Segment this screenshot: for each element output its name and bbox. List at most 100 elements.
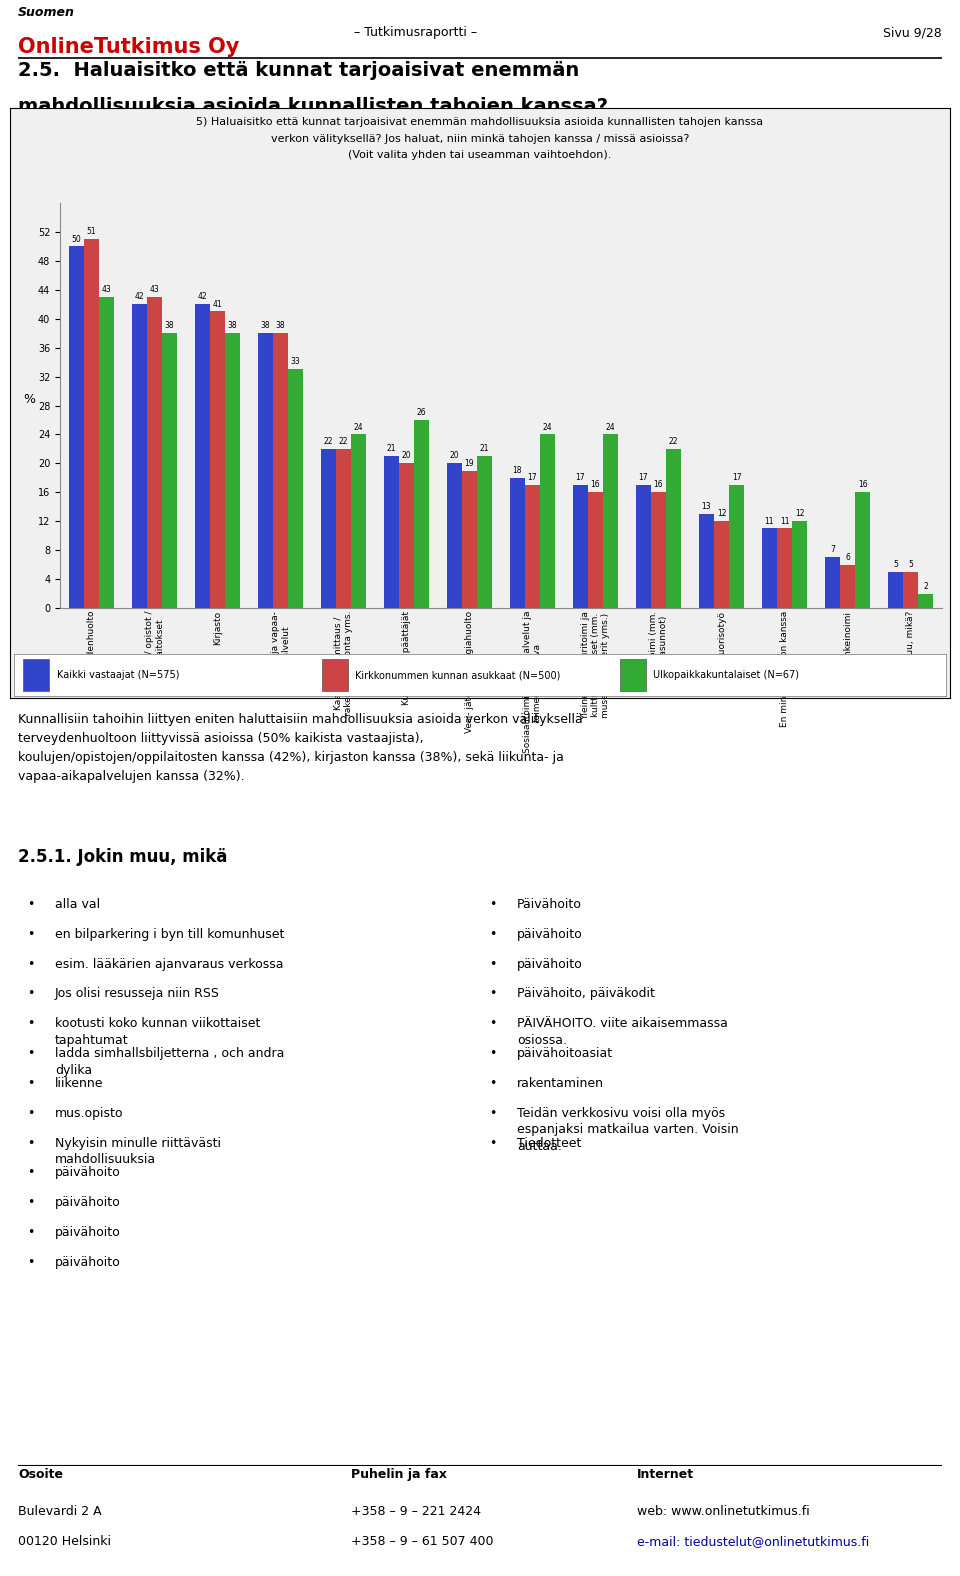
Text: päivähoito: päivähoito [516, 928, 583, 941]
Bar [651, 492, 666, 608]
Text: kootusti koko kunnan viikottaiset
tapahtumat: kootusti koko kunnan viikottaiset tapaht… [55, 1017, 260, 1046]
Bar [384, 455, 399, 608]
Bar [636, 485, 651, 608]
Text: alla val: alla val [55, 898, 100, 911]
Bar [825, 558, 840, 608]
Text: PÄIVÄHOITO. viite aikaisemmassa
osiossa.: PÄIVÄHOITO. viite aikaisemmassa osiossa. [516, 1017, 728, 1046]
Bar [446, 463, 462, 608]
Text: Jos olisi resusseja niin RSS: Jos olisi resusseja niin RSS [55, 988, 220, 1001]
Text: •: • [490, 1136, 496, 1149]
Bar [792, 522, 807, 608]
Text: •: • [27, 898, 35, 911]
Text: Nykyisin minulle riittävästi
mahdollisuuksia: Nykyisin minulle riittävästi mahdollisuu… [55, 1136, 221, 1166]
Bar [714, 522, 729, 608]
Bar [840, 564, 855, 608]
Text: e-mail: tiedustelut@onlinetutkimus.fi: e-mail: tiedustelut@onlinetutkimus.fi [637, 1535, 870, 1548]
Text: päivähoito: päivähoito [55, 1166, 121, 1179]
Text: rakentaminen: rakentaminen [516, 1076, 604, 1091]
Text: 11: 11 [764, 517, 774, 525]
Bar [918, 594, 933, 608]
Text: 17: 17 [576, 473, 586, 482]
Bar [99, 296, 114, 608]
Text: Puhelin ja fax: Puhelin ja fax [350, 1467, 446, 1481]
Text: 22: 22 [324, 437, 333, 446]
Text: 26: 26 [417, 408, 426, 418]
Bar [351, 435, 366, 608]
Bar [321, 449, 336, 608]
Text: – Tutkimusraportti –: – Tutkimusraportti – [353, 25, 477, 39]
Text: •: • [27, 1017, 35, 1031]
Text: liikenne: liikenne [55, 1076, 104, 1091]
Text: 20: 20 [401, 451, 411, 460]
Text: 24: 24 [606, 422, 615, 432]
Text: •: • [27, 1136, 35, 1149]
Text: esim. lääkärien ajanvaraus verkossa: esim. lääkärien ajanvaraus verkossa [55, 958, 283, 971]
Text: •: • [27, 1196, 35, 1209]
Text: Teidän verkkosivu voisi olla myös
espanjaksi matkailua varten. Voisin
auttaa.: Teidän verkkosivu voisi olla myös espanj… [516, 1106, 738, 1152]
Text: 41: 41 [213, 299, 223, 309]
Bar [162, 333, 178, 608]
Text: päivähoitoasiat: päivähoitoasiat [516, 1046, 613, 1061]
Text: •: • [27, 958, 35, 971]
Bar [888, 572, 903, 608]
Bar [729, 485, 744, 608]
Text: 11: 11 [780, 517, 789, 525]
Text: Sivu 9/28: Sivu 9/28 [883, 25, 942, 39]
Bar [258, 333, 273, 608]
Text: Tiedotteet: Tiedotteet [516, 1136, 582, 1149]
Bar [573, 485, 588, 608]
Text: •: • [27, 1076, 35, 1091]
Text: Bulevardi 2 A: Bulevardi 2 A [18, 1505, 102, 1518]
Text: web: www.onlinetutkimus.fi: web: www.onlinetutkimus.fi [637, 1505, 810, 1518]
Text: 38: 38 [276, 322, 285, 331]
Text: päivähoito: päivähoito [55, 1256, 121, 1269]
Text: Osoite: Osoite [18, 1467, 63, 1481]
Bar [273, 333, 288, 608]
Bar [903, 572, 918, 608]
Text: •: • [490, 1046, 496, 1061]
Text: +358 – 9 – 221 2424: +358 – 9 – 221 2424 [350, 1505, 481, 1518]
Text: OnlineTutkimus Oy: OnlineTutkimus Oy [18, 36, 239, 57]
Text: verkon välityksellä? Jos haluat, niin minkä tahojen kanssa / missä asioissa?: verkon välityksellä? Jos haluat, niin mi… [271, 134, 689, 143]
Text: 51: 51 [86, 227, 96, 236]
Text: päivähoito: päivähoito [516, 958, 583, 971]
FancyBboxPatch shape [23, 659, 49, 690]
Text: Suomen: Suomen [18, 6, 75, 19]
Text: Päivähoito: Päivähoito [516, 898, 582, 911]
Text: 33: 33 [291, 358, 300, 367]
Text: 21: 21 [480, 444, 490, 454]
Bar [762, 528, 777, 608]
Text: 50: 50 [71, 235, 82, 244]
Text: •: • [27, 1106, 35, 1119]
Text: päivähoito: päivähoito [55, 1196, 121, 1209]
Text: 7: 7 [830, 545, 835, 555]
Bar [588, 492, 603, 608]
FancyBboxPatch shape [620, 659, 646, 690]
Text: 38: 38 [260, 322, 270, 331]
Bar [777, 528, 792, 608]
Text: 22: 22 [669, 437, 679, 446]
Bar [414, 419, 429, 608]
Text: •: • [490, 1017, 496, 1031]
Text: Ulkopaikkakuntalaiset (N=67): Ulkopaikkakuntalaiset (N=67) [654, 670, 800, 679]
Bar [84, 240, 99, 608]
Text: 16: 16 [590, 481, 600, 490]
Text: Kunnallisiin tahoihin liittyen eniten haluttaisiin mahdollisuuksia asioida verko: Kunnallisiin tahoihin liittyen eniten ha… [18, 712, 583, 783]
Text: 38: 38 [228, 322, 237, 331]
Text: Internet: Internet [637, 1467, 694, 1481]
Bar [132, 304, 147, 608]
Text: 13: 13 [702, 503, 711, 511]
Bar [225, 333, 240, 608]
Text: •: • [490, 958, 496, 971]
FancyBboxPatch shape [322, 659, 348, 690]
Text: 00120 Helsinki: 00120 Helsinki [18, 1535, 111, 1548]
Text: 2.5.1. Jokin muu, mikä: 2.5.1. Jokin muu, mikä [18, 848, 228, 865]
Text: •: • [27, 1166, 35, 1179]
Text: Kirkkonummen kunnan asukkaat (N=500): Kirkkonummen kunnan asukkaat (N=500) [355, 670, 561, 679]
Text: •: • [490, 1076, 496, 1091]
Text: +358 – 9 – 61 507 400: +358 – 9 – 61 507 400 [350, 1535, 493, 1548]
Bar [510, 478, 525, 608]
Text: •: • [490, 1106, 496, 1119]
Bar [462, 471, 477, 608]
Text: •: • [27, 1046, 35, 1061]
